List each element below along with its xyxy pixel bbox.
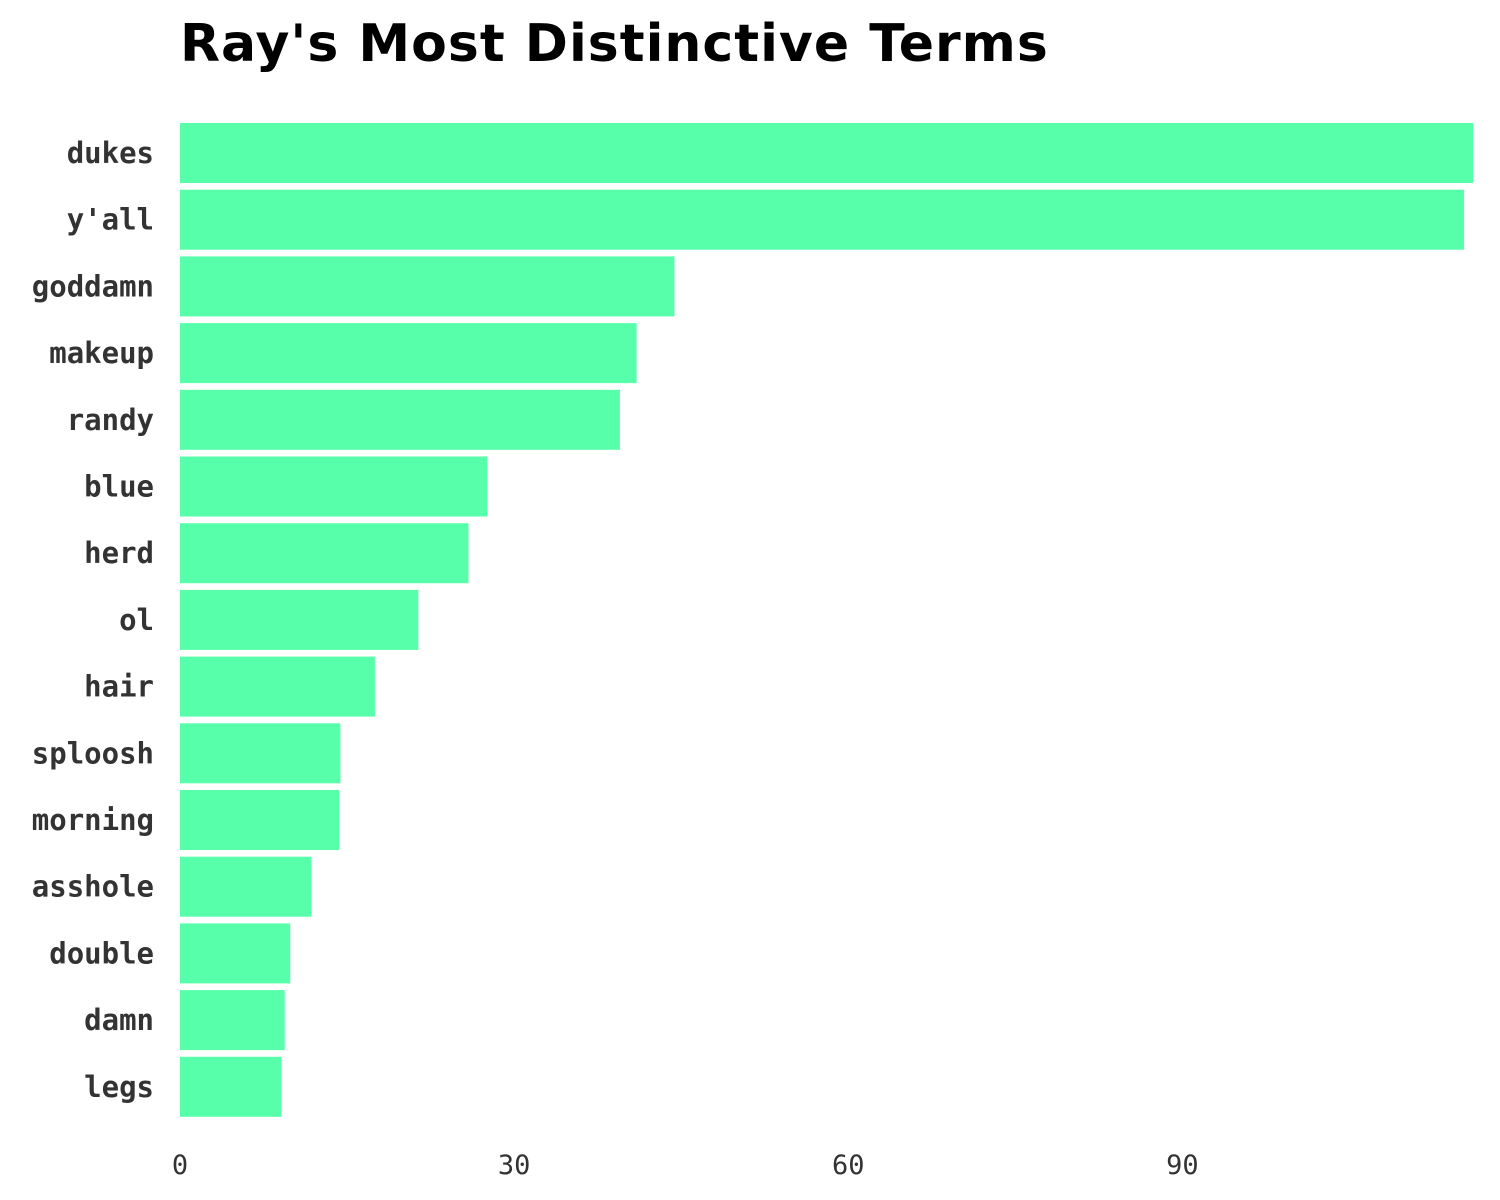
category-label-1: y'all — [67, 203, 154, 237]
category-label-7: ol — [119, 603, 154, 637]
bar-11 — [180, 856, 312, 917]
category-label-4: randy — [67, 403, 154, 437]
x-tick-label-0: 0 — [172, 1150, 188, 1181]
chart-title: Ray's Most Distinctive Terms — [180, 14, 1049, 74]
category-label-14: legs — [84, 1070, 154, 1104]
bar-12 — [180, 923, 291, 984]
x-tick-label-2: 60 — [832, 1150, 865, 1181]
category-label-9: sploosh — [32, 736, 154, 770]
bar-8 — [180, 656, 375, 717]
category-label-0: dukes — [67, 136, 154, 170]
bar-0 — [180, 123, 1473, 183]
category-label-5: blue — [84, 470, 154, 504]
category-label-12: double — [49, 936, 154, 970]
bar-6 — [180, 523, 469, 584]
bar-2 — [180, 256, 675, 317]
category-label-11: asshole — [32, 870, 154, 904]
bar-4 — [180, 389, 620, 450]
category-label-3: makeup — [49, 336, 154, 370]
x-tick-label-1: 30 — [498, 1150, 531, 1181]
category-label-13: damn — [84, 1003, 154, 1037]
bar-7 — [180, 589, 419, 650]
bar-13 — [180, 990, 285, 1051]
category-label-8: hair — [84, 670, 154, 704]
category-label-2: goddamn — [32, 269, 154, 303]
bar-10 — [180, 790, 340, 850]
bar-1 — [180, 189, 1465, 250]
x-tick-label-3: 90 — [1166, 1150, 1199, 1181]
bar-5 — [180, 456, 488, 517]
bar-9 — [180, 723, 341, 784]
bar-3 — [180, 323, 637, 384]
category-label-10: morning — [32, 803, 154, 837]
bar-14 — [180, 1056, 282, 1117]
category-label-6: herd — [84, 536, 154, 570]
